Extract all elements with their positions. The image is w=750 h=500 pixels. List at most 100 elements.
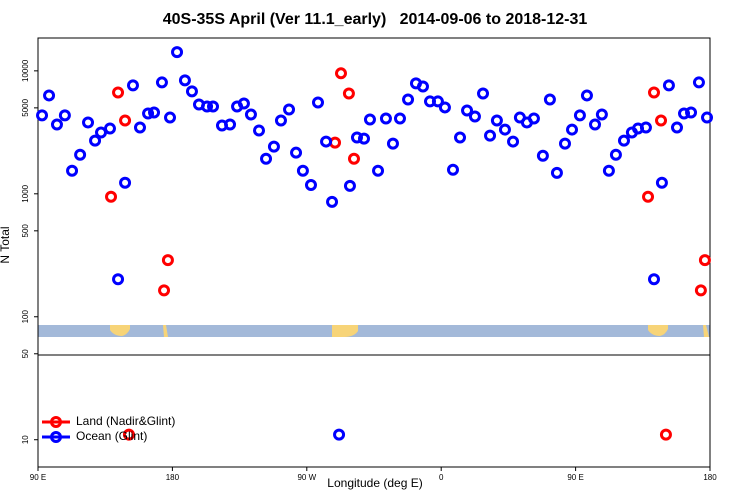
point [119, 176, 132, 189]
point [507, 135, 520, 148]
point [103, 122, 116, 135]
point [350, 131, 363, 144]
point [461, 104, 474, 117]
map-strip [38, 325, 710, 337]
x-tick-label: 90 W [297, 473, 316, 482]
point [185, 85, 198, 98]
point [454, 131, 467, 144]
point [662, 79, 675, 92]
point [393, 112, 406, 125]
ocean-strip [38, 325, 710, 337]
point [253, 124, 266, 137]
y-tick-label: 50 [21, 349, 30, 358]
point [589, 118, 602, 131]
point [602, 164, 615, 177]
point [558, 137, 571, 150]
point [701, 111, 714, 124]
point [402, 93, 415, 106]
point [224, 118, 237, 131]
point [490, 114, 503, 127]
point [244, 108, 257, 121]
point [692, 76, 705, 89]
point [685, 106, 698, 119]
point [171, 46, 184, 59]
x-tick-label: 90 E [567, 473, 583, 482]
point [498, 123, 511, 136]
y-tick-label: 10000 [21, 59, 30, 82]
point [446, 163, 459, 176]
point [347, 152, 360, 165]
land [648, 325, 668, 336]
point [105, 190, 118, 203]
point [670, 121, 683, 134]
point [126, 79, 139, 92]
point [416, 80, 429, 93]
point [74, 148, 87, 161]
point [112, 273, 125, 286]
point [155, 76, 168, 89]
land [332, 325, 358, 337]
point [89, 134, 102, 147]
y-tick-label: 500 [21, 224, 30, 238]
point [283, 103, 296, 116]
legend-label: Land (Nadir&Glint) [76, 414, 175, 428]
point [543, 93, 556, 106]
point [694, 284, 707, 297]
point [326, 195, 339, 208]
point [36, 109, 49, 122]
land [163, 325, 168, 337]
point [122, 428, 135, 441]
point [642, 190, 655, 203]
y-tick-label: 10 [21, 435, 30, 444]
point [484, 129, 497, 142]
point [260, 152, 273, 165]
point [659, 428, 672, 441]
point [82, 116, 95, 129]
point [372, 164, 385, 177]
point [237, 97, 250, 110]
point [580, 89, 593, 102]
point [95, 126, 108, 139]
point [639, 121, 652, 134]
legend-marker [50, 431, 62, 443]
point [648, 86, 660, 99]
legend-label: Ocean (Glint) [76, 429, 147, 443]
chart-title: 40S-35S April (Ver 11.1_early) 2014-09-0… [163, 11, 588, 28]
point [595, 108, 608, 121]
point [655, 176, 668, 189]
point [343, 179, 356, 192]
point [267, 140, 280, 153]
point [655, 114, 668, 127]
x-tick-label: 0 [439, 473, 444, 482]
point [342, 87, 355, 100]
point [43, 89, 56, 102]
point [58, 109, 71, 122]
point [379, 112, 392, 125]
land [703, 325, 709, 337]
point [536, 149, 549, 162]
point [357, 132, 370, 145]
point [333, 428, 346, 441]
point [133, 121, 146, 134]
y-tick-label: 100 [21, 310, 30, 324]
point [609, 148, 622, 161]
x-tick-label: 90 E [30, 473, 46, 482]
point [50, 118, 63, 131]
point [119, 114, 132, 127]
point [698, 254, 711, 267]
point [550, 166, 563, 179]
y-tick-label: 1000 [21, 184, 30, 202]
point [468, 110, 481, 123]
x-tick-label: 180 [703, 473, 717, 482]
point [648, 273, 660, 286]
point [334, 67, 347, 80]
land [110, 325, 130, 336]
point [678, 107, 691, 120]
point [527, 112, 540, 125]
point [312, 96, 324, 109]
point [566, 123, 579, 136]
point [386, 137, 399, 150]
point [290, 146, 303, 159]
point [438, 101, 451, 114]
